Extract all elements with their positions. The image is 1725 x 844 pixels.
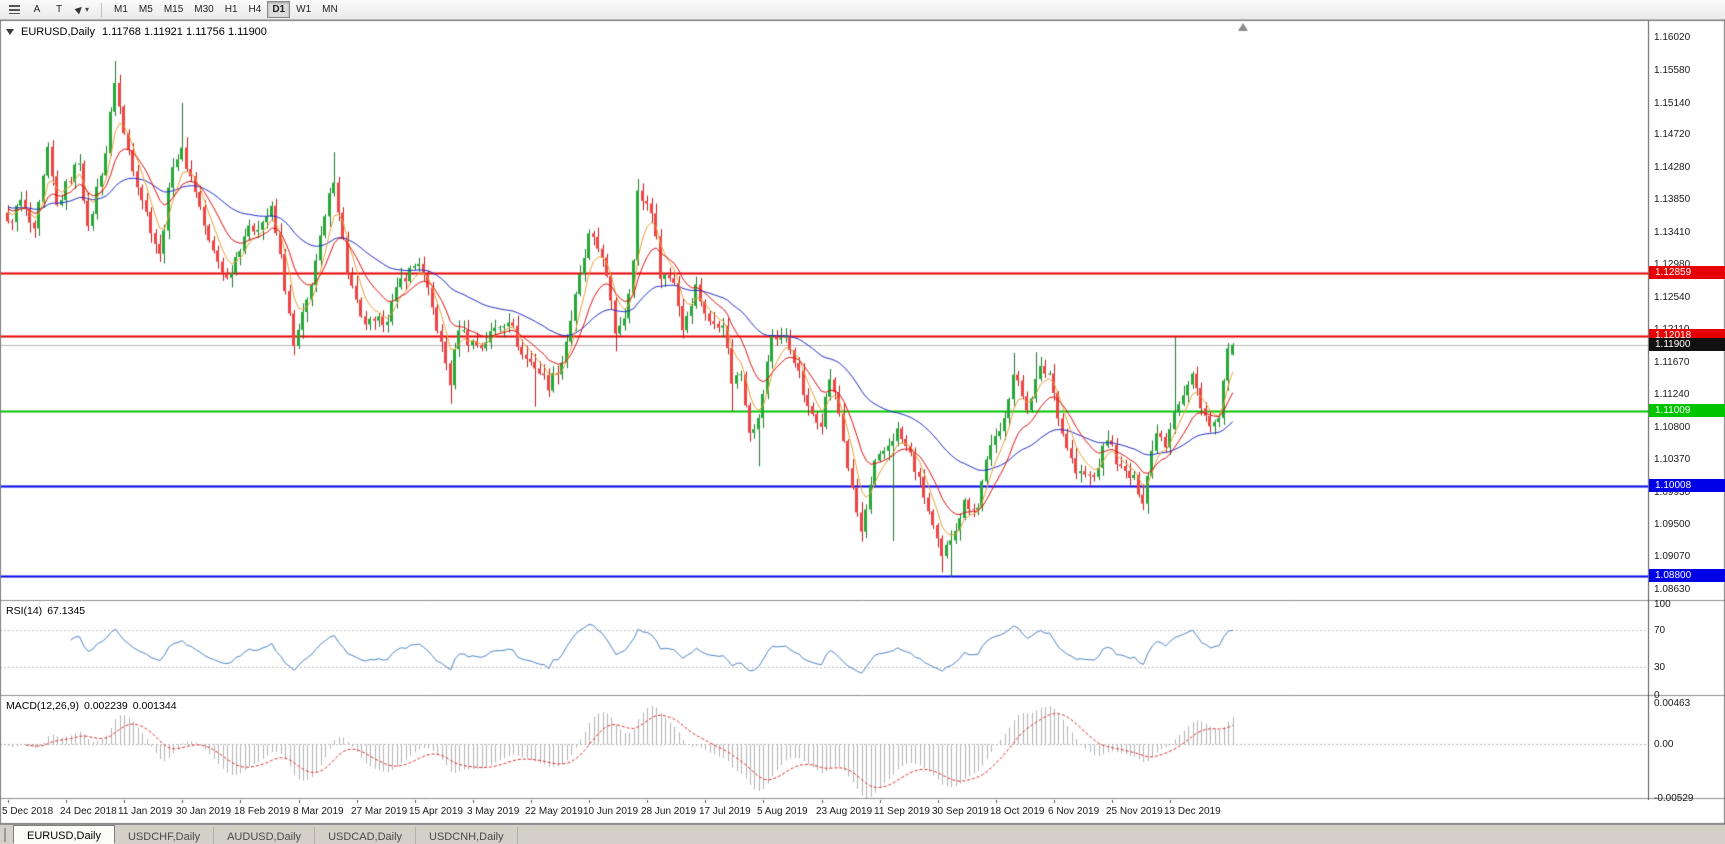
symbol-tab-usdcnh[interactable]: USDCNH,Daily [416,827,518,844]
timeframe-button-m1[interactable]: M1 [109,1,133,18]
timeframe-button-mn[interactable]: MN [317,1,343,18]
bars-list-icon [9,5,20,14]
timeframe-button-group: M1 M5 M15 M30 H1 H4 D1 W1 MN [109,1,343,18]
symbol-tab-audusd[interactable]: AUDUSD,Daily [214,827,316,844]
cursor-tool-button[interactable]: ▾ [71,1,94,18]
dropdown-arrow-icon: ▾ [85,5,90,14]
auto-arrange-button[interactable]: A [27,1,47,18]
tabbar-grip [4,828,8,842]
timeframe-button-m15[interactable]: M15 [159,1,188,18]
timeframe-button-h4[interactable]: H4 [244,1,267,18]
symbol-tab-eurusd[interactable]: EURUSD,Daily [13,825,115,844]
timeframe-button-m5[interactable]: M5 [134,1,158,18]
text-tool-button[interactable]: T [49,1,69,18]
timeframe-button-h1[interactable]: H1 [220,1,243,18]
cursor-icon [74,4,85,15]
chart-window: 1.16020 1.15580 1.15140 1.14720 1.14280 1.138… [0,20,1725,824]
chart-toolbar: A T ▾ M1 M5 M15 M30 H1 H4 D1 W1 MN [0,0,1725,20]
timeframe-button-w1[interactable]: W1 [291,1,316,18]
toolbar-separator [101,2,103,17]
charts-grid-button[interactable] [4,1,25,18]
timeframe-button-m30[interactable]: M30 [189,1,218,18]
symbol-tab-usdchf[interactable]: USDCHF,Daily [115,827,215,844]
chart-tab-bar: EURUSD,Daily USDCHF,Daily AUDUSD,Daily USDC… [0,824,1725,844]
timeframe-button-d1[interactable]: D1 [267,1,291,18]
price-chart-canvas[interactable] [0,20,1725,824]
symbol-tab-usdcad[interactable]: USDCAD,Daily [315,827,417,844]
